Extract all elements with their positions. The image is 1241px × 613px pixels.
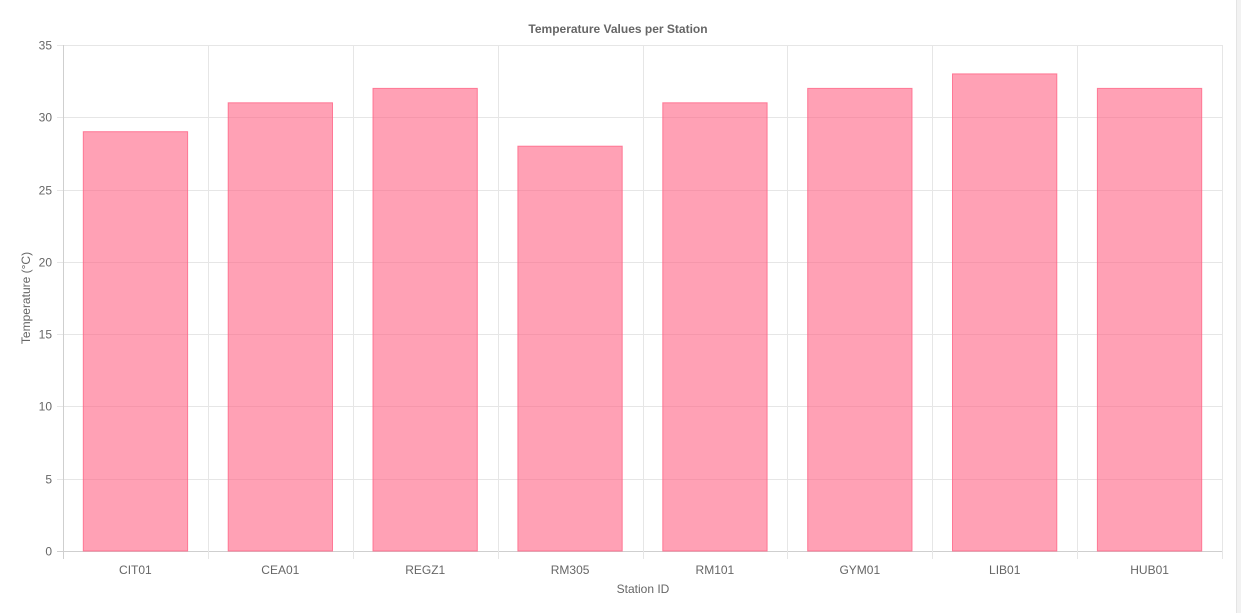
y-tick-label: 30 (39, 111, 53, 125)
x-tick-label: GYM01 (839, 563, 880, 577)
chart-title: Temperature Values per Station (528, 22, 707, 36)
bar-cea01[interactable] (227, 102, 333, 552)
bar-regz1[interactable] (372, 87, 478, 552)
x-tick-label: RM101 (696, 563, 735, 577)
bars (82, 73, 1203, 552)
bar-lib01[interactable] (952, 73, 1058, 552)
y-tick-label: 25 (39, 184, 53, 198)
scrollbar-track[interactable] (1236, 0, 1241, 613)
y-axis-title: Temperature (°C) (19, 252, 33, 344)
y-tick-label: 20 (39, 256, 53, 270)
y-tick-label: 0 (45, 545, 52, 559)
x-tick-label: REGZ1 (405, 563, 445, 577)
bar-gym01[interactable] (807, 87, 913, 552)
x-tick-label: CIT01 (119, 563, 152, 577)
x-axis-title: Station ID (617, 582, 670, 596)
y-tick-label: 15 (39, 328, 53, 342)
axes: 0 5 10 15 20 25 30 35 CIT01 CEA01 REGZ1 RM305 RM101 G… (39, 39, 1170, 578)
bar-rm305[interactable] (517, 145, 623, 552)
bar-cit01[interactable] (82, 131, 189, 552)
y-tick-label: 10 (39, 400, 53, 414)
bar-rm101[interactable] (662, 102, 768, 552)
x-tick-label: CEA01 (261, 563, 299, 577)
x-tick-label: RM305 (551, 563, 590, 577)
bar-hub01[interactable] (1096, 87, 1203, 552)
x-tick-label: HUB01 (1130, 563, 1169, 577)
y-tick-label: 5 (45, 473, 52, 487)
y-tick-label: 35 (39, 39, 53, 53)
x-tick-label: LIB01 (989, 563, 1021, 577)
